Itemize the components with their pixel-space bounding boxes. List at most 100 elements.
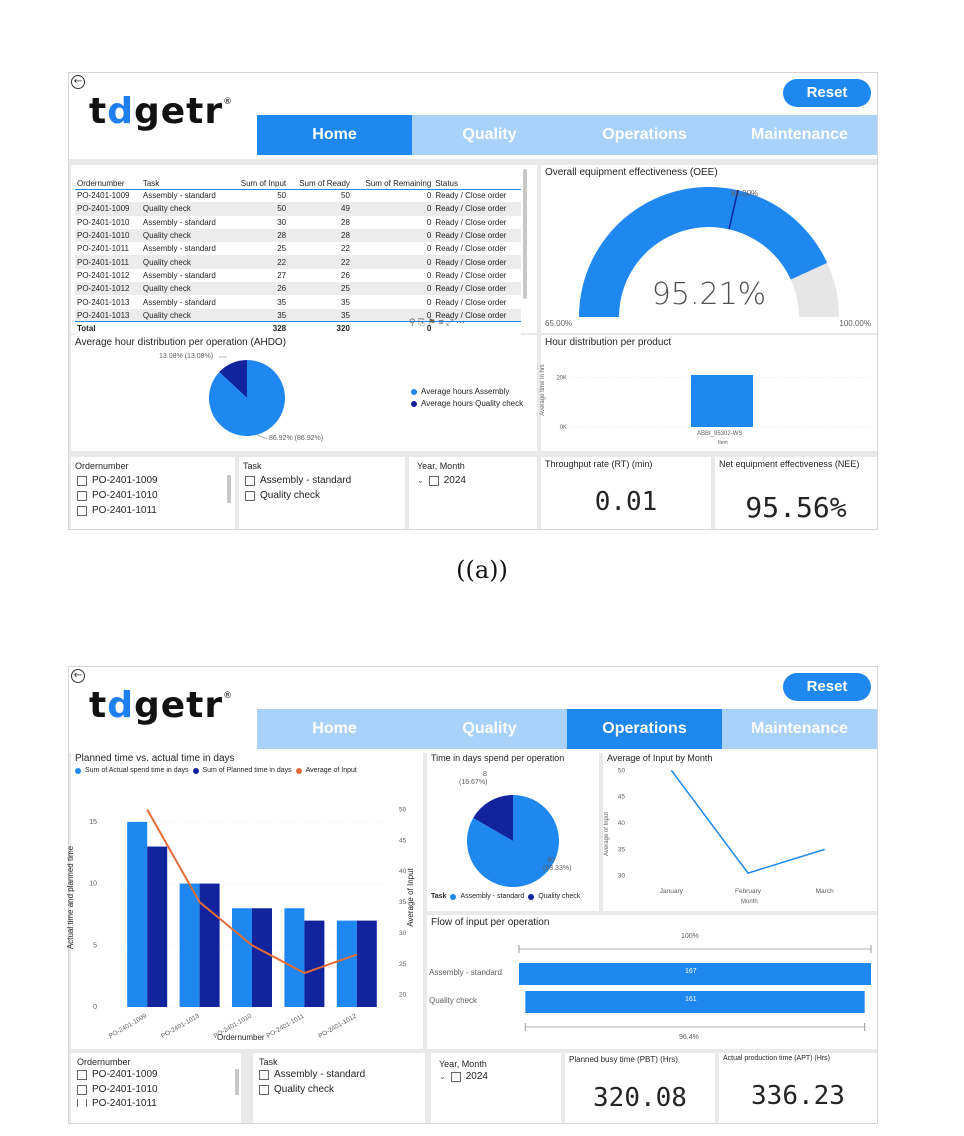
table-scrollbar[interactable]	[523, 169, 527, 299]
year-month-slicer: Year, Month ⌄ 2024	[409, 457, 537, 529]
column-header[interactable]: Task	[140, 173, 231, 190]
table-row[interactable]: PO-2401-1012 Assembly - standard 27 26 0 Read…	[75, 269, 521, 282]
table-row[interactable]: PO-2401-1013 Quality check 35 35 0 Ready / Cl…	[75, 308, 521, 322]
checkbox[interactable]	[245, 490, 255, 501]
table-cell: PO-2401-1011	[77, 244, 129, 254]
slicer-option[interactable]: Assembly - standard	[259, 1069, 365, 1080]
table-cell: 30	[277, 217, 287, 227]
checkbox[interactable]	[428, 475, 439, 486]
slicer-scrollbar[interactable]	[227, 475, 231, 503]
slicer-scrollbar[interactable]	[235, 1069, 239, 1095]
x-tick-label: February	[735, 888, 762, 895]
slicer-option[interactable]: PO-2401-1010	[77, 490, 158, 501]
tab-maintenance[interactable]: Maintenance	[722, 115, 877, 155]
table-cell: 50	[341, 191, 350, 201]
y-tick-label: 10	[89, 881, 97, 888]
chevron-down-icon[interactable]: ⌄	[439, 1072, 446, 1081]
table-cell: 328	[230, 321, 289, 336]
header: ← tdgetr® Reset Home Quality Operations …	[69, 667, 877, 753]
chevron-down-icon[interactable]: ⌄	[417, 476, 424, 485]
tab-operations[interactable]: Operations	[567, 115, 722, 155]
tab-quality[interactable]: Quality	[412, 115, 567, 155]
checkbox[interactable]	[77, 490, 87, 501]
table-row[interactable]: PO-2401-1010 Assembly - standard 30 28 0 Read…	[75, 216, 521, 229]
column-header[interactable]: Sum of Ready	[288, 173, 352, 190]
back-arrow-icon[interactable]: ←	[71, 669, 85, 683]
column-header[interactable]: Ordernumber	[75, 173, 141, 190]
column-header[interactable]: Sum of Remaining	[351, 173, 434, 190]
table-row[interactable]: PO-2401-1011 Assembly - standard 25 22 0 Read…	[75, 242, 521, 255]
y-tick-label: 15	[89, 819, 97, 826]
card-value: 95.56%	[745, 491, 847, 524]
table-row[interactable]: PO-2401-1009 Quality check 50 49 0 Ready / Cl…	[75, 202, 521, 216]
y2-tick-label: 30	[399, 930, 407, 937]
oee-target: 85.00%	[731, 189, 759, 198]
y2-tick-label: 25	[399, 961, 407, 968]
checkbox[interactable]	[77, 1084, 87, 1095]
table-cell: 0	[351, 202, 434, 216]
hour-dist-chart: 20K 0K	[556, 374, 871, 431]
tab-home[interactable]: Home	[257, 709, 412, 749]
pie-label-small: 8	[483, 771, 487, 778]
order-table-panel: Ordernumber Task Sum of Input Sum of Ready S…	[71, 165, 537, 336]
table-cell: 0	[351, 321, 434, 336]
table-row[interactable]: PO-2401-1011 Quality check 22 22 0 Ready / Cl…	[75, 255, 521, 269]
hour-dist-category: ABBI_95302-WS	[697, 431, 743, 437]
slicer-option[interactable]: PO-2401-1011	[77, 505, 158, 516]
tab-quality[interactable]: Quality	[412, 709, 567, 749]
visual-toolbar[interactable]: ⚲ ⎘ ⚑ ≡ ⤢ ⋯	[409, 317, 465, 327]
table-cell: 0	[426, 270, 432, 280]
reset-button[interactable]: Reset	[783, 673, 871, 701]
checkbox[interactable]	[77, 505, 87, 516]
slicer-option[interactable]: PO-2401-1009	[77, 1069, 158, 1080]
slicer-title: Year, Month	[439, 1059, 487, 1069]
table-cell: PO-2401-1012	[75, 282, 141, 296]
bar-planned	[356, 920, 377, 1007]
nee-card: Net equipment effectiveness (NEE) 95.56%	[715, 457, 877, 529]
checkbox[interactable]	[77, 1099, 87, 1107]
back-arrow-icon[interactable]: ←	[71, 75, 85, 89]
table-cell: Ready / Close order	[433, 308, 521, 322]
tab-operations[interactable]: Operations	[567, 709, 722, 749]
legend-item: Sum of Actual spend time in days	[75, 767, 189, 774]
tab-maintenance[interactable]: Maintenance	[722, 709, 877, 749]
slicer-option[interactable]: PO-2401-1009	[77, 475, 158, 486]
table-cell: 50	[230, 202, 289, 216]
slicer-option[interactable]: Quality check	[259, 1084, 365, 1095]
checkbox[interactable]	[77, 475, 87, 486]
table-row[interactable]: PO-2401-1012 Quality check 26 25 0 Ready / Cl…	[75, 282, 521, 296]
tab-home[interactable]: Home	[257, 115, 412, 155]
bar-planned	[147, 846, 168, 1007]
tick-label: 0K	[560, 425, 567, 431]
slicer-option[interactable]: ⌄ 2024	[417, 475, 466, 486]
column-header[interactable]: Sum of Input	[230, 173, 289, 190]
reset-button[interactable]: Reset	[783, 79, 871, 107]
slicer-option[interactable]: Assembly - standard	[245, 475, 351, 486]
table-row[interactable]: PO-2401-1010 Quality check 28 28 0 Ready / Cl…	[75, 228, 521, 243]
planned-legend: Sum of Actual spend time in days Sum of …	[75, 767, 357, 774]
oee-min: 65.00%	[545, 319, 573, 328]
table-cell: PO-2401-1013	[75, 308, 141, 322]
table-row[interactable]: PO-2401-1009 Assembly - standard 50 50 0 Read…	[75, 189, 521, 202]
bar-planned	[252, 908, 272, 1007]
hour-dist-title: Hour distribution per product	[545, 337, 672, 348]
gauge-fill	[579, 186, 828, 317]
slicer-option[interactable]: ⌄ 2024	[439, 1071, 488, 1082]
table-cell: PO-2401-1009	[77, 191, 130, 201]
table-cell: 22	[341, 244, 350, 254]
pie-legend: Task Assembly - standard Quality check	[431, 893, 581, 900]
column-header[interactable]: Status	[433, 173, 521, 190]
checkbox[interactable]	[245, 475, 255, 486]
slicer-option[interactable]: Quality check	[245, 490, 351, 501]
table-cell: Quality check	[140, 255, 231, 269]
table-row[interactable]: PO-2401-1013 Assembly - standard 35 35 0 Read…	[75, 295, 521, 308]
slicer-option[interactable]: PO-2401-1011	[77, 1099, 158, 1107]
funnel-bar	[519, 963, 871, 985]
slicer-option[interactable]: PO-2401-1010	[77, 1084, 158, 1095]
checkbox[interactable]	[259, 1084, 269, 1095]
header: ← tdgetr® Reset Home Quality Operations …	[69, 73, 877, 159]
checkbox[interactable]	[77, 1069, 87, 1080]
checkbox[interactable]	[450, 1071, 461, 1082]
checkbox[interactable]	[259, 1069, 269, 1080]
table-cell: 35	[277, 297, 287, 307]
